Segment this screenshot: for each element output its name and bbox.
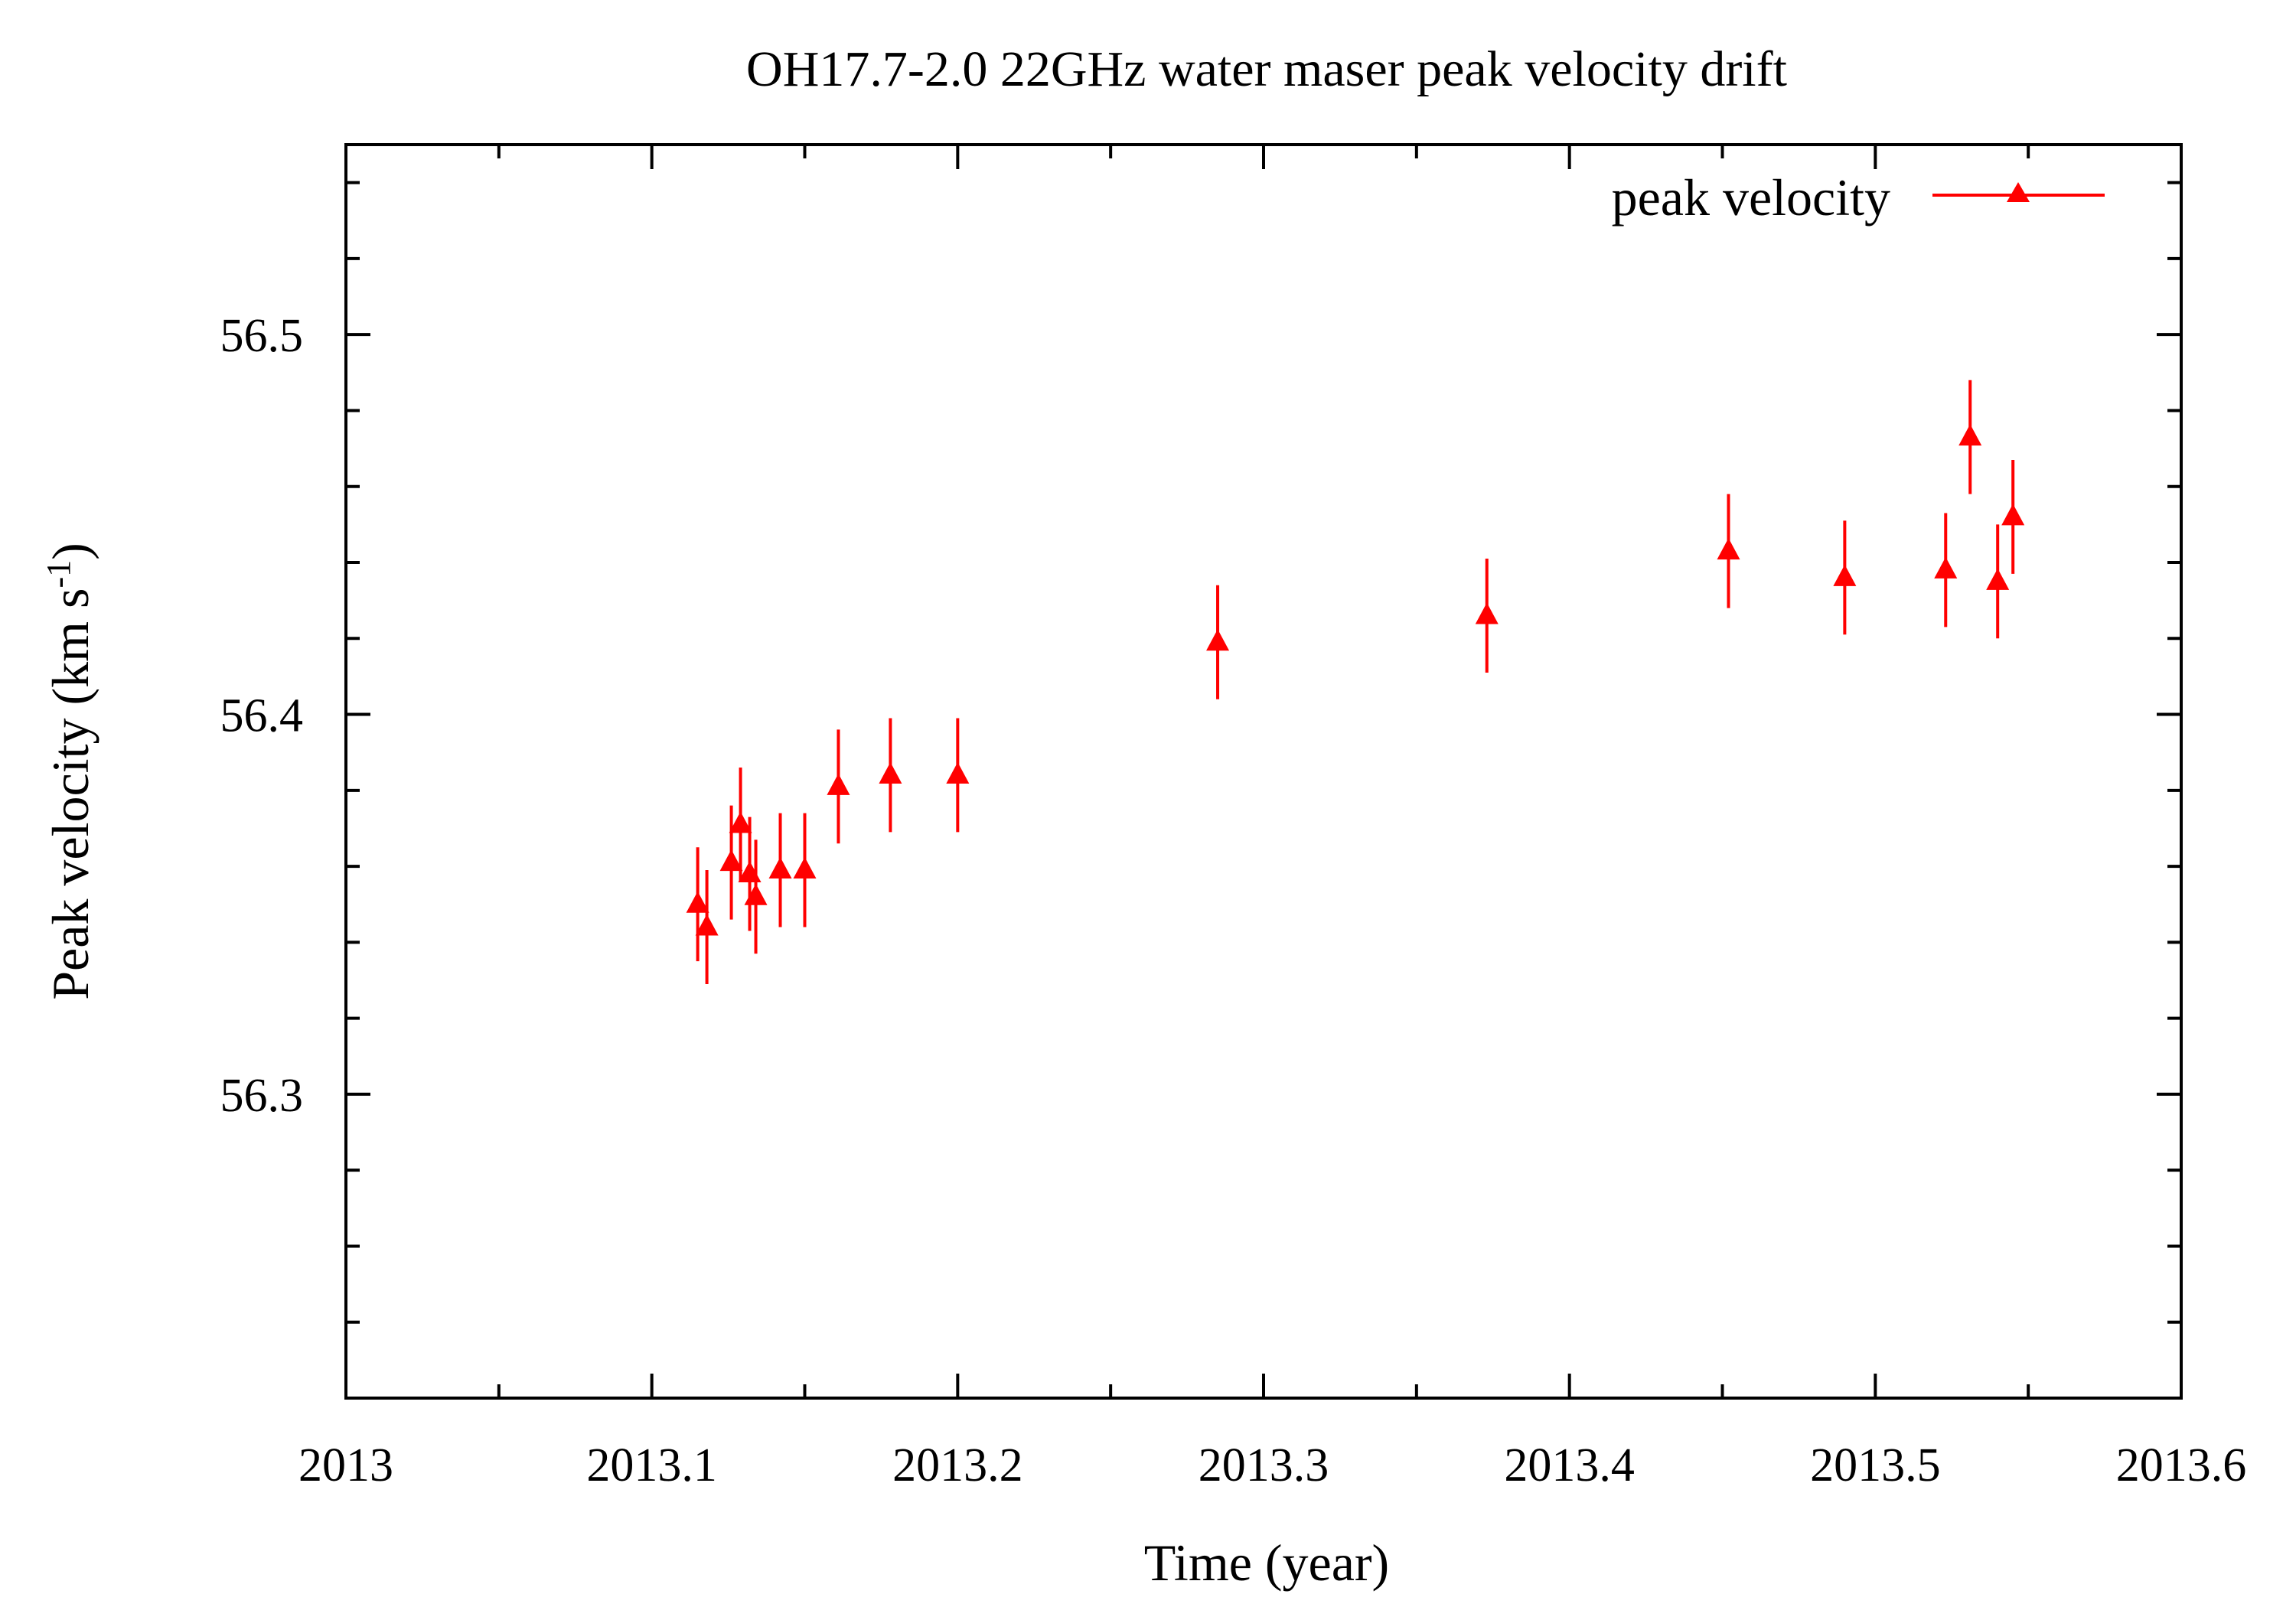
legend-label: peak velocity [1612, 168, 1890, 227]
plot-frame [344, 143, 2183, 1400]
y-ticks-layer: 56.3 56.4 56.5 [220, 181, 2181, 1400]
data-point-triangle [1206, 629, 1230, 651]
data-point-triangle [719, 849, 743, 872]
y-tick-label: 56.3 [220, 1070, 304, 1122]
data-point-triangle [729, 811, 752, 833]
data-point-triangle [1934, 556, 1958, 579]
legend: peak velocity [1612, 168, 2105, 227]
y-axis-label: Peak velocity (km s-1) [40, 543, 99, 1000]
data-points-layer [686, 380, 2025, 984]
y-axis-label-suffix: ) [41, 543, 99, 560]
data-point-triangle [1986, 568, 2010, 590]
y-tick-label: 56.5 [220, 310, 304, 362]
x-tick-label: 2013.5 [1810, 1439, 1941, 1491]
x-ticks-layer: 2013 2013.1 2013.2 2013.3 2013.4 2013.5 2013.6 [298, 145, 2246, 1491]
x-tick-label: 2013.4 [1504, 1439, 1635, 1491]
data-point-triangle [827, 773, 850, 795]
chart-title: OH17.7-2.0 22GHz water maser peak veloci… [746, 41, 1787, 97]
data-point-triangle [768, 857, 792, 879]
data-point-triangle [1958, 424, 1982, 446]
x-tick-label: 2013.3 [1199, 1439, 1329, 1491]
legend-triangle-marker [2007, 182, 2030, 202]
data-point-triangle [793, 857, 817, 879]
data-point-triangle [686, 891, 709, 913]
data-point-triangle [1717, 538, 1740, 560]
data-point-triangle [1833, 564, 1857, 586]
data-point-triangle [879, 761, 902, 784]
x-axis-label: Time (year) [1144, 1534, 1389, 1592]
x-tick-label: 2013.2 [892, 1439, 1023, 1491]
y-axis-label-superscript: -1 [40, 560, 77, 588]
data-point-triangle [2001, 504, 2025, 526]
data-point-triangle [1475, 602, 1499, 624]
data-point-triangle [946, 761, 970, 784]
x-tick-label: 2013 [298, 1439, 393, 1491]
data-point-triangle [695, 914, 719, 936]
y-axis-label-prefix: Peak velocity (km s [41, 588, 99, 1000]
data-point-triangle [744, 883, 768, 905]
y-tick-label: 56.4 [220, 690, 304, 742]
x-tick-label: 2013.6 [2116, 1439, 2247, 1491]
x-tick-label: 2013.1 [586, 1439, 717, 1491]
